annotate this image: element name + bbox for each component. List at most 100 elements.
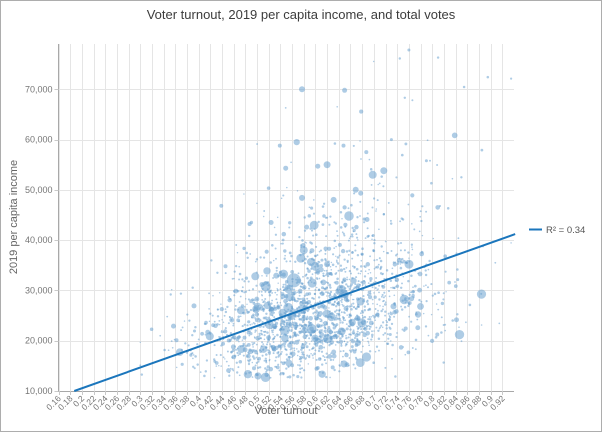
scatter-point[interactable]	[220, 303, 222, 305]
scatter-point[interactable]	[342, 349, 345, 353]
scatter-point[interactable]	[328, 292, 331, 295]
scatter-point[interactable]	[381, 326, 384, 329]
scatter-point[interactable]	[361, 352, 372, 362]
scatter-point[interactable]	[384, 314, 387, 317]
scatter-point[interactable]	[259, 350, 262, 353]
scatter-point[interactable]	[389, 316, 392, 319]
scatter-point[interactable]	[320, 350, 324, 353]
scatter-point[interactable]	[335, 309, 338, 312]
scatter-point[interactable]	[352, 302, 355, 305]
scatter-point[interactable]	[222, 321, 225, 324]
scatter-point[interactable]	[251, 341, 253, 344]
scatter-point[interactable]	[283, 345, 286, 348]
scatter-point[interactable]	[428, 259, 431, 263]
scatter-point[interactable]	[286, 300, 289, 303]
scatter-point[interactable]	[422, 312, 425, 315]
scatter-point[interactable]	[301, 239, 304, 242]
scatter-point[interactable]	[333, 368, 336, 372]
scatter-point[interactable]	[359, 272, 362, 275]
scatter-point[interactable]	[417, 287, 423, 293]
scatter-point[interactable]	[268, 366, 274, 372]
scatter-point[interactable]	[361, 247, 364, 250]
scatter-point[interactable]	[403, 326, 408, 331]
scatter-point[interactable]	[196, 363, 199, 366]
scatter-point[interactable]	[260, 304, 263, 307]
scatter-point[interactable]	[350, 303, 353, 306]
scatter-point[interactable]	[325, 269, 328, 272]
scatter-point[interactable]	[349, 235, 352, 238]
scatter-point[interactable]	[327, 325, 331, 329]
scatter-point[interactable]	[254, 329, 257, 332]
scatter-point[interactable]	[300, 348, 303, 351]
scatter-point[interactable]	[332, 323, 335, 327]
scatter-point[interactable]	[358, 331, 361, 335]
scatter-point[interactable]	[382, 321, 385, 324]
scatter-point[interactable]	[379, 326, 382, 329]
scatter-point[interactable]	[272, 329, 275, 331]
scatter-point[interactable]	[263, 300, 266, 303]
scatter-point[interactable]	[293, 299, 297, 302]
scatter-point[interactable]	[241, 339, 244, 341]
scatter-point[interactable]	[330, 261, 333, 264]
scatter-point[interactable]	[324, 359, 326, 361]
scatter-point[interactable]	[403, 96, 406, 100]
scatter-point[interactable]	[246, 330, 251, 335]
scatter-point[interactable]	[269, 343, 272, 345]
scatter-point[interactable]	[324, 288, 327, 291]
scatter-point[interactable]	[322, 202, 326, 205]
scatter-point[interactable]	[180, 362, 184, 366]
scatter-point[interactable]	[276, 288, 278, 290]
scatter-point[interactable]	[412, 286, 414, 289]
scatter-point[interactable]	[339, 268, 344, 272]
scatter-point[interactable]	[393, 294, 396, 297]
scatter-point[interactable]	[368, 327, 371, 330]
scatter-point[interactable]	[442, 361, 445, 364]
scatter-point[interactable]	[379, 305, 381, 307]
scatter-point[interactable]	[223, 314, 226, 317]
scatter-point[interactable]	[324, 252, 327, 255]
scatter-point[interactable]	[379, 265, 383, 269]
scatter-point[interactable]	[305, 301, 308, 305]
scatter-point[interactable]	[332, 358, 335, 361]
scatter-point[interactable]	[271, 244, 274, 247]
scatter-point[interactable]	[227, 297, 232, 303]
scatter-point[interactable]	[328, 307, 330, 309]
scatter-point[interactable]	[290, 310, 292, 312]
scatter-point[interactable]	[254, 260, 257, 263]
scatter-point[interactable]	[354, 356, 358, 359]
scatter-point[interactable]	[343, 258, 346, 261]
scatter-point[interactable]	[373, 295, 377, 299]
scatter-point[interactable]	[311, 348, 313, 350]
scatter-point[interactable]	[376, 199, 379, 202]
scatter-point[interactable]	[376, 265, 379, 269]
scatter-point[interactable]	[211, 314, 214, 317]
scatter-point[interactable]	[305, 273, 308, 276]
scatter-point[interactable]	[384, 295, 387, 297]
scatter-point[interactable]	[219, 306, 224, 312]
scatter-point[interactable]	[267, 349, 270, 352]
scatter-point[interactable]	[258, 290, 261, 293]
scatter-point[interactable]	[299, 301, 304, 306]
scatter-point[interactable]	[346, 314, 348, 316]
scatter-point[interactable]	[425, 210, 428, 213]
scatter-point[interactable]	[342, 87, 348, 93]
scatter-point[interactable]	[312, 312, 315, 315]
scatter-point[interactable]	[348, 349, 351, 352]
scatter-point[interactable]	[257, 356, 262, 361]
scatter-point[interactable]	[392, 262, 397, 267]
scatter-point[interactable]	[414, 338, 418, 342]
scatter-point[interactable]	[228, 374, 231, 377]
scatter-point[interactable]	[306, 309, 309, 313]
scatter-point[interactable]	[349, 350, 353, 353]
scatter-point[interactable]	[402, 259, 406, 264]
scatter-point[interactable]	[304, 224, 310, 230]
scatter-point[interactable]	[316, 254, 319, 257]
scatter-point[interactable]	[396, 262, 400, 265]
scatter-point[interactable]	[289, 336, 292, 339]
scatter-point[interactable]	[371, 330, 373, 333]
scatter-point[interactable]	[279, 325, 290, 336]
scatter-point[interactable]	[263, 334, 266, 337]
scatter-point[interactable]	[293, 349, 296, 352]
scatter-point[interactable]	[480, 324, 483, 326]
scatter-point[interactable]	[365, 324, 368, 327]
